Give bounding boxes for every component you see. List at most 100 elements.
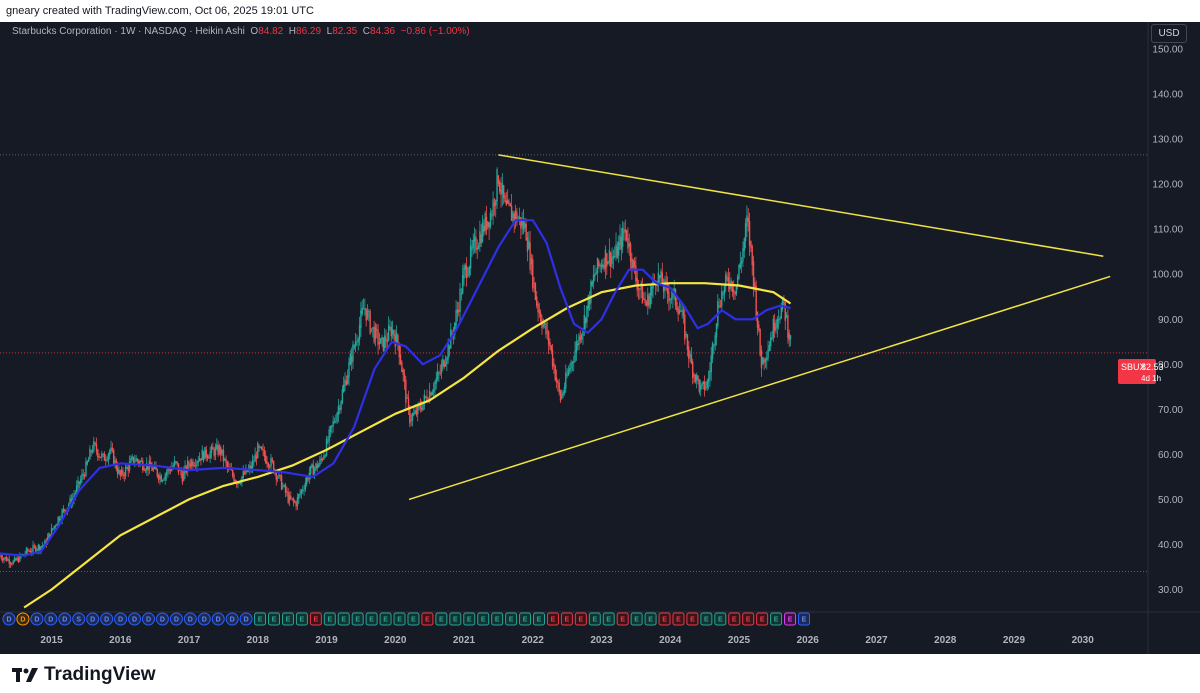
candle-body — [756, 311, 759, 328]
candle-body — [82, 474, 84, 476]
candle-body — [275, 471, 277, 480]
candle-body — [12, 560, 14, 565]
candle-body — [405, 380, 407, 403]
close-value: 84.36 — [370, 26, 396, 37]
candle-body — [571, 362, 574, 364]
candle-body — [695, 374, 698, 381]
candle-body — [742, 248, 744, 262]
candle-body — [283, 485, 285, 487]
event-marker-letter: E — [704, 617, 709, 624]
candle-body — [266, 461, 268, 464]
candle-body — [596, 257, 599, 273]
time-tick-label: 2026 — [797, 635, 820, 646]
candle-body — [536, 296, 538, 306]
candle-body — [327, 441, 329, 443]
candle-body — [393, 330, 395, 337]
candle-body — [0, 555, 1, 557]
candle-body — [324, 455, 326, 457]
candle-body — [543, 322, 546, 325]
candle-body — [302, 490, 304, 492]
candle-body — [750, 240, 752, 248]
candle-body — [112, 449, 115, 466]
candle-body — [621, 227, 624, 247]
candle-body — [539, 312, 542, 322]
candle-body — [128, 461, 131, 471]
trendlines[interactable] — [408, 154, 1111, 501]
candle-body — [147, 464, 149, 471]
candle-body — [575, 341, 578, 353]
candle-body — [130, 458, 132, 464]
event-marker-dividend — [155, 612, 169, 626]
tradingview-logo[interactable]: TradingView — [12, 664, 156, 686]
event-marker-earnings — [588, 612, 601, 626]
candle-body — [775, 326, 777, 330]
candle-body — [731, 281, 734, 292]
candle-body — [9, 563, 12, 565]
event-marker-letter: E — [592, 617, 597, 624]
event-marker-dividend — [86, 612, 100, 626]
candle-body — [514, 210, 517, 220]
candle-body — [747, 217, 749, 223]
candle-body — [789, 335, 792, 339]
candle-body — [636, 277, 638, 291]
price-chart[interactable]: 30.00 40.00 50.00 60.00 70.00 80.00 90.00 100.0… — [0, 22, 1200, 654]
candle-body — [255, 455, 258, 459]
candle-body — [135, 458, 137, 462]
time-axis[interactable]: 2015 2016 2017 2018 2019 2020 2021 2022 2023 2024… — [40, 635, 1094, 646]
candle-body — [173, 460, 176, 466]
candle-body — [152, 468, 155, 470]
candle-body — [702, 381, 704, 385]
price-tick-label: 70.00 — [1158, 405, 1183, 416]
candle-body — [369, 311, 371, 334]
candle-body — [551, 349, 554, 367]
candle-body — [109, 450, 111, 456]
candle-body — [257, 443, 259, 459]
candle-body — [339, 407, 341, 410]
candle-body — [110, 447, 112, 452]
currency-button[interactable]: USD — [1151, 24, 1187, 43]
candle-body — [767, 349, 769, 359]
candle-body — [643, 298, 645, 300]
event-marker-earnings — [756, 612, 769, 626]
candle-body — [492, 199, 494, 217]
candle-body — [673, 288, 675, 292]
candle-body — [335, 421, 337, 423]
event-marker-dividend — [211, 612, 225, 626]
price-axis[interactable]: 30.00 40.00 50.00 60.00 70.00 80.00 90.00 100.0… — [1152, 45, 1183, 596]
event-marker-letter: E — [565, 617, 570, 624]
event-marker-earnings — [491, 612, 504, 626]
candle-body — [134, 461, 136, 463]
event-marker-letter: E — [355, 617, 360, 624]
candle-body — [657, 272, 660, 286]
candle-body — [323, 455, 325, 460]
event-marker-dividend — [141, 612, 155, 626]
candle-body — [105, 459, 107, 461]
candle-body — [764, 359, 767, 363]
candle-body — [555, 377, 558, 383]
event-marker-letter: E — [327, 617, 332, 624]
candle-body — [5, 557, 8, 562]
candle-body — [479, 231, 481, 247]
candle-body — [360, 310, 362, 328]
candle-body — [723, 284, 726, 295]
event-marker-earnings — [770, 612, 783, 626]
candle-body — [529, 242, 531, 270]
event-marker-letter: D — [6, 617, 11, 624]
candle-body — [290, 496, 292, 499]
event-marker-earnings — [449, 612, 462, 626]
candle-body — [263, 450, 266, 457]
candle-body — [380, 338, 382, 344]
candle-body — [366, 310, 369, 319]
event-marker-earnings — [379, 612, 392, 626]
candle-body — [635, 265, 637, 281]
candle-body — [3, 558, 5, 561]
candle-body — [612, 256, 615, 259]
candle-body — [139, 461, 141, 464]
candle-body — [261, 446, 263, 450]
candle-body — [436, 371, 439, 380]
candle-body — [300, 489, 303, 494]
event-marker-letter: E — [411, 617, 416, 624]
candle-body — [78, 481, 81, 484]
event-marker-letter: E — [481, 617, 486, 624]
